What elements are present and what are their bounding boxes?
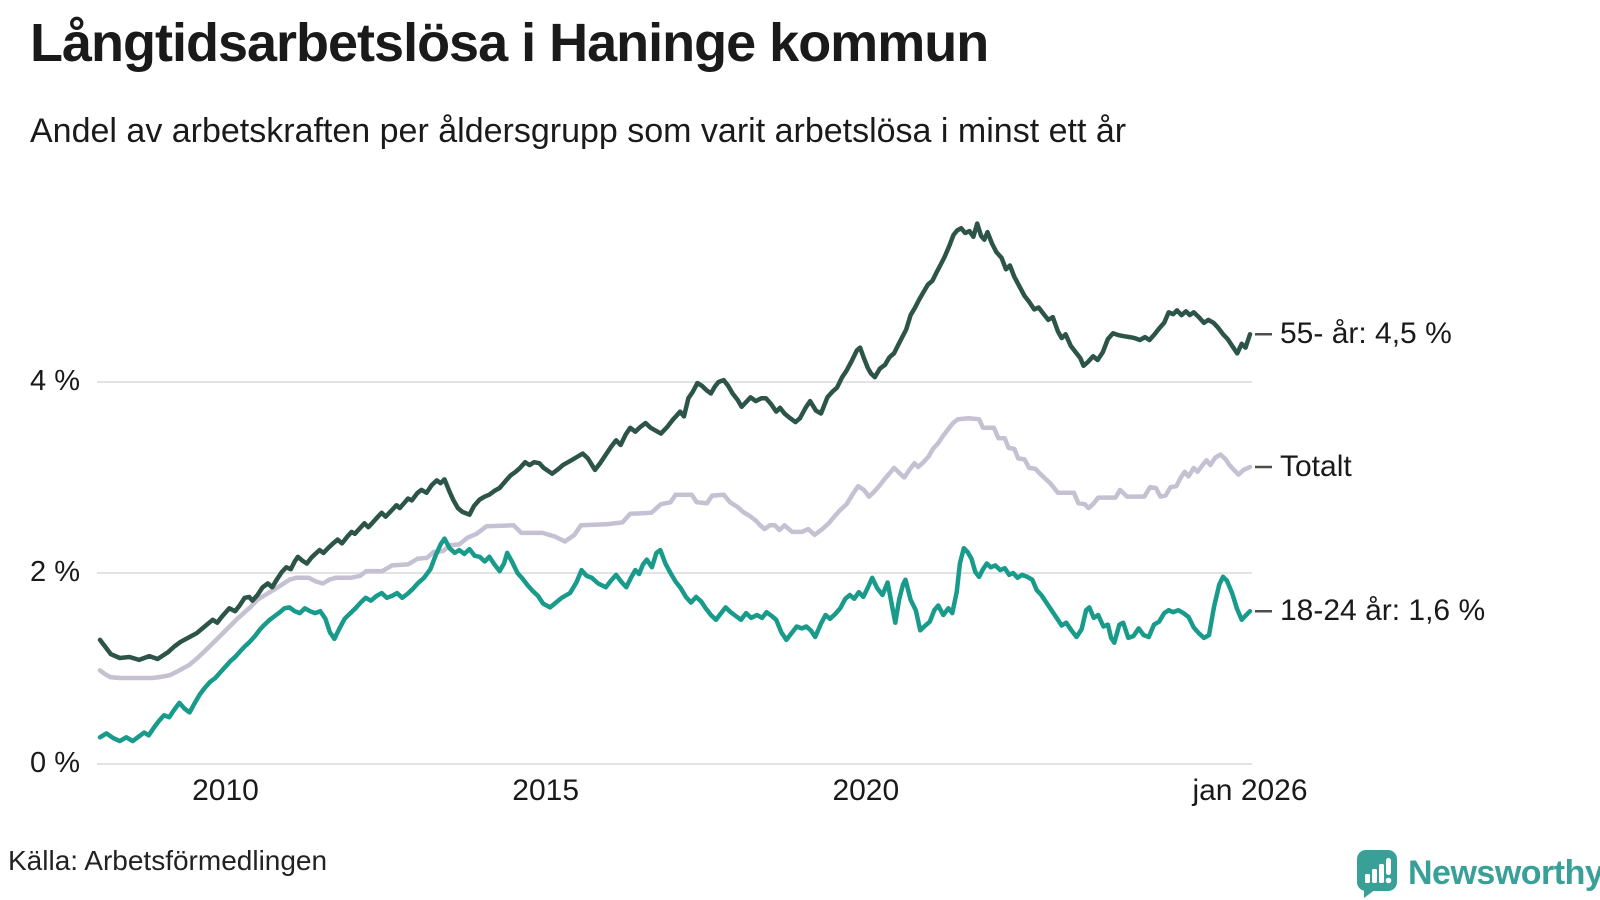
x-tick-label-2015: 2015 [512, 774, 580, 807]
x-tick-label-2010: 2010 [192, 774, 259, 807]
source-note: Källa: Arbetsförmedlingen [8, 845, 328, 876]
newsworthy-logo: Newsworthy [1356, 848, 1600, 898]
x-tick-label-2020: 2020 [832, 774, 900, 807]
series-label-18-24-ar: 18-24 år: 1,6 % [1280, 594, 1486, 628]
y-tick-label-0: 0 % [30, 746, 80, 779]
chart-subtitle: Andel av arbetskraften per åldersgrupp s… [30, 112, 1127, 150]
x-tick-label-2026: jan 2026 [1192, 774, 1308, 807]
series-line-18-24-ar [97, 536, 1253, 744]
series-label-55-ar: 55- år: 4,5 % [1280, 317, 1452, 351]
series-line-totalt [97, 416, 1253, 681]
newsworthy-bubble-chart-icon [1357, 850, 1397, 898]
series-line-55-ar [97, 221, 1253, 663]
newsworthy-logo-text: Newsworthy [1408, 853, 1600, 892]
series-label-totalt: Totalt [1280, 449, 1352, 483]
page-title: Långtidsarbetslösa i Haninge kommun [30, 13, 989, 73]
y-tick-label-4: 4 % [30, 364, 80, 397]
y-tick-label-2: 2 % [30, 555, 80, 588]
